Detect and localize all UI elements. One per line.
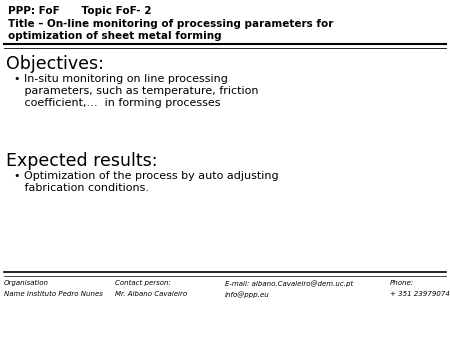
Text: parameters, such as temperature, friction: parameters, such as temperature, frictio… [14, 86, 258, 96]
Text: Mr. Albano Cavaleiro: Mr. Albano Cavaleiro [115, 291, 187, 297]
Text: info@ppp.eu: info@ppp.eu [225, 291, 270, 298]
Text: Organisation: Organisation [4, 280, 49, 286]
Text: Title – On-line monitoring of processing parameters for: Title – On-line monitoring of processing… [8, 19, 333, 29]
Text: • In-situ monitoring on line processing: • In-situ monitoring on line processing [14, 74, 228, 84]
Text: Objectives:: Objectives: [6, 55, 104, 73]
Text: Expected results:: Expected results: [6, 152, 157, 170]
Text: E-mail: albano.Cavaleiro@dem.uc.pt: E-mail: albano.Cavaleiro@dem.uc.pt [225, 280, 353, 287]
Text: • Optimization of the process by auto adjusting: • Optimization of the process by auto ad… [14, 171, 279, 181]
Text: PPP: FoF      Topic FoF- 2: PPP: FoF Topic FoF- 2 [8, 6, 152, 16]
Text: Phone:: Phone: [390, 280, 414, 286]
Text: Name Instituto Pedro Nunes: Name Instituto Pedro Nunes [4, 291, 103, 297]
Text: + 351 239790745: + 351 239790745 [390, 291, 450, 297]
Text: fabrication conditions.: fabrication conditions. [14, 183, 149, 193]
Text: coefficient,…  in forming processes: coefficient,… in forming processes [14, 98, 220, 108]
Text: Contact person:: Contact person: [115, 280, 171, 286]
Text: optimization of sheet metal forming: optimization of sheet metal forming [8, 31, 221, 41]
